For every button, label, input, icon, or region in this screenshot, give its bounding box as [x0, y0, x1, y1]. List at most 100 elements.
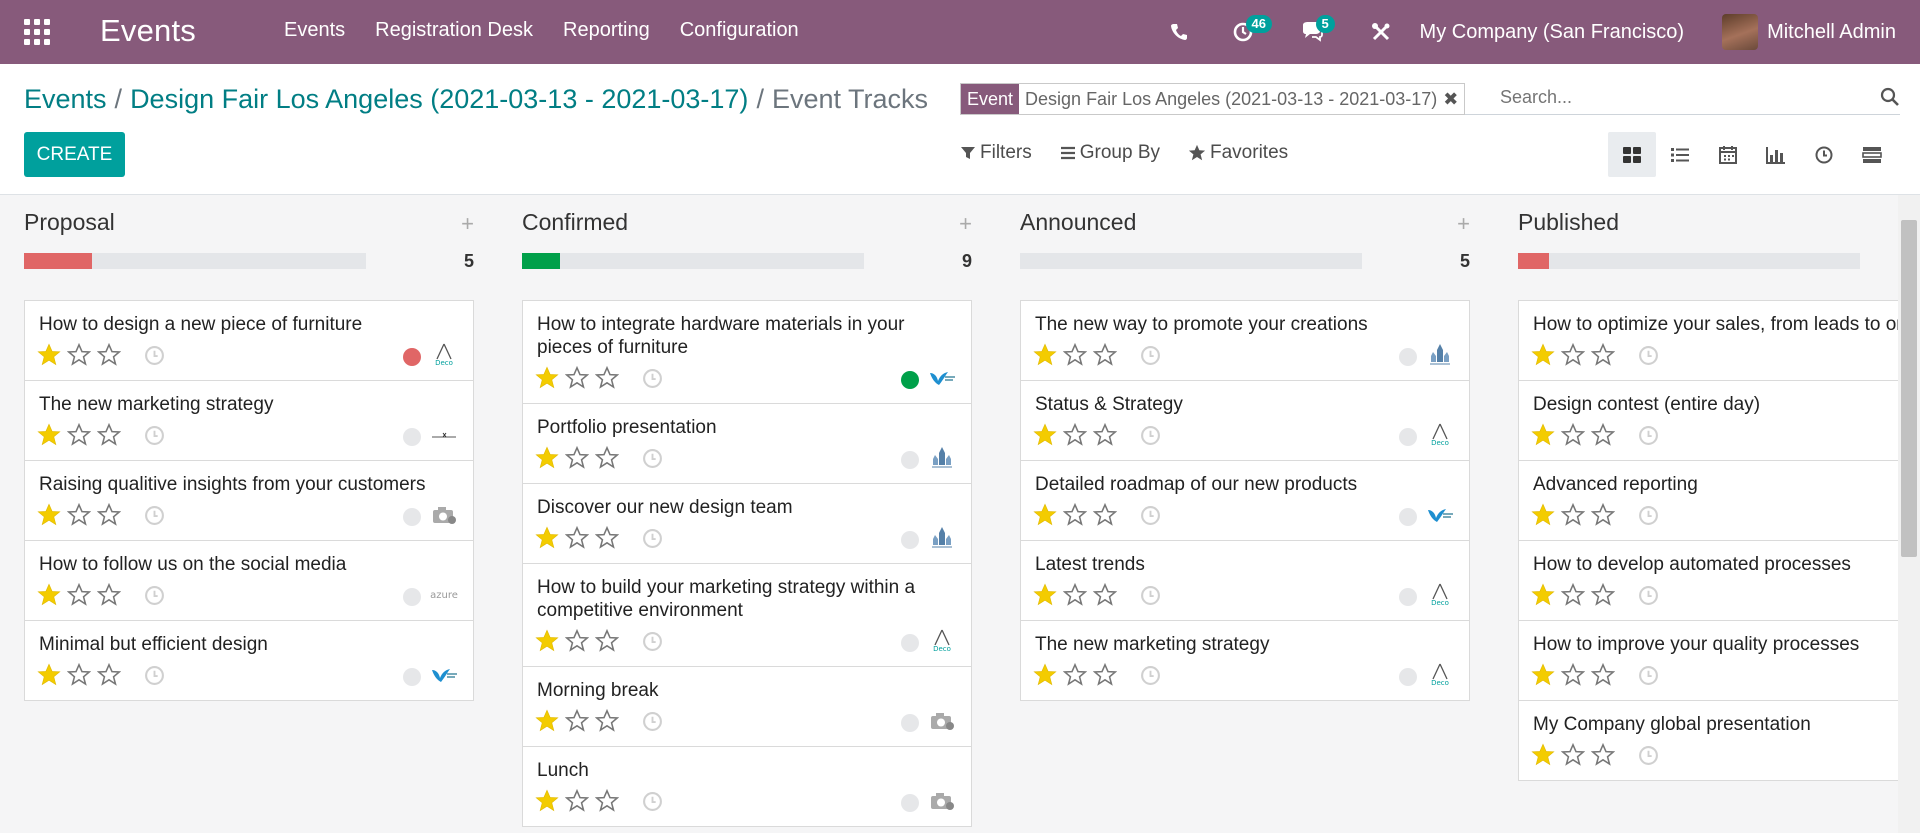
graph-view-icon[interactable] [1752, 132, 1800, 177]
kanban-state-dot[interactable] [403, 428, 421, 446]
apps-menu-icon[interactable] [24, 19, 50, 45]
priority-stars[interactable] [535, 708, 620, 738]
priority-stars[interactable] [535, 445, 620, 475]
kanban-state-dot[interactable] [901, 794, 919, 812]
track-card[interactable]: How to design a new piece of furniture De… [24, 300, 474, 381]
priority-star-filled-icon[interactable] [1531, 583, 1555, 612]
track-card[interactable]: Portfolio presentation [522, 404, 972, 484]
company-switcher[interactable]: My Company (San Francisco) [1419, 20, 1685, 43]
activity-clock-icon[interactable]: 46 [1228, 15, 1272, 43]
activity-clock-icon[interactable] [144, 585, 165, 611]
priority-stars[interactable] [1531, 422, 1616, 452]
priority-star-filled-icon[interactable] [37, 583, 61, 612]
kanban-state-dot[interactable] [1399, 428, 1417, 446]
track-card[interactable]: Design contest (entire day) [1518, 381, 1898, 461]
priority-stars[interactable] [1033, 582, 1118, 612]
activity-clock-icon[interactable] [144, 345, 165, 371]
priority-stars[interactable] [37, 342, 122, 372]
priority-star-icon[interactable] [1062, 342, 1088, 372]
track-card[interactable]: How to follow us on the social media azur… [24, 541, 474, 621]
column-title[interactable]: Confirmed [522, 209, 629, 235]
priority-stars[interactable] [535, 628, 620, 658]
activity-clock-icon[interactable] [1140, 425, 1161, 451]
track-card[interactable]: Morning break [522, 667, 972, 747]
gantt-view-icon[interactable] [1848, 132, 1896, 177]
kanban-state-dot[interactable] [1399, 508, 1417, 526]
track-card[interactable]: Minimal but efficient design [24, 621, 474, 701]
quick-create-plus-icon[interactable]: + [461, 211, 474, 236]
priority-star-filled-icon[interactable] [535, 709, 559, 738]
priority-star-icon[interactable] [1590, 582, 1616, 612]
priority-star-filled-icon[interactable] [37, 663, 61, 692]
priority-stars[interactable] [1033, 662, 1118, 692]
kanban-state-dot[interactable] [901, 714, 919, 732]
kanban-state-dot[interactable] [403, 668, 421, 686]
kanban-state-dot[interactable] [1399, 668, 1417, 686]
priority-star-icon[interactable] [564, 788, 590, 818]
track-card[interactable]: Advanced reporting [1518, 461, 1898, 541]
group-by-button[interactable]: Group By [1060, 142, 1160, 164]
priority-stars[interactable] [1531, 502, 1616, 532]
priority-star-icon[interactable] [1560, 582, 1586, 612]
track-card[interactable]: The new way to promote your creations [1020, 300, 1470, 381]
activity-clock-icon[interactable] [144, 665, 165, 691]
priority-star-filled-icon[interactable] [1033, 343, 1057, 372]
activity-clock-icon[interactable] [1638, 345, 1659, 371]
priority-star-icon[interactable] [1092, 502, 1118, 532]
create-button[interactable]: CREATE [24, 132, 125, 177]
phone-icon[interactable] [1164, 22, 1194, 42]
kanban-state-dot[interactable] [1399, 588, 1417, 606]
track-card[interactable]: My Company global presentation [1518, 701, 1898, 781]
priority-star-icon[interactable] [96, 502, 122, 532]
activity-clock-icon[interactable] [642, 368, 663, 394]
priority-stars[interactable] [37, 662, 122, 692]
priority-star-filled-icon[interactable] [535, 366, 559, 395]
kanban-state-dot[interactable] [1399, 348, 1417, 366]
priority-star-icon[interactable] [96, 422, 122, 452]
priority-star-icon[interactable] [1062, 662, 1088, 692]
priority-star-filled-icon[interactable] [1033, 583, 1057, 612]
menu-registration-desk[interactable]: Registration Desk [375, 19, 533, 41]
breadcrumb-events[interactable]: Events [24, 84, 107, 114]
track-card[interactable]: Raising qualitive insights from your cus… [24, 461, 474, 541]
track-card[interactable]: Discover our new design team [522, 484, 972, 564]
track-card[interactable]: Detailed roadmap of our new products [1020, 461, 1470, 541]
list-view-icon[interactable] [1656, 132, 1704, 177]
priority-star-filled-icon[interactable] [1033, 663, 1057, 692]
facet-remove-icon[interactable]: ✖ [1443, 88, 1459, 109]
priority-star-icon[interactable] [1590, 502, 1616, 532]
user-menu[interactable]: Mitchell Admin [1767, 20, 1896, 43]
column-title[interactable]: Proposal [24, 209, 115, 235]
priority-star-icon[interactable] [66, 422, 92, 452]
tools-icon[interactable] [1366, 21, 1396, 43]
activity-clock-icon[interactable] [1140, 665, 1161, 691]
priority-star-icon[interactable] [564, 628, 590, 658]
kanban-state-dot[interactable] [901, 451, 919, 469]
menu-configuration[interactable]: Configuration [679, 19, 799, 41]
priority-stars[interactable] [37, 422, 122, 452]
priority-stars[interactable] [37, 502, 122, 532]
column-progress-bar[interactable] [1020, 253, 1362, 269]
kanban-state-dot[interactable] [901, 531, 919, 549]
kanban-state-dot[interactable] [901, 371, 919, 389]
search-input[interactable] [1500, 87, 1860, 108]
priority-star-filled-icon[interactable] [37, 343, 61, 372]
priority-star-icon[interactable] [1062, 582, 1088, 612]
priority-star-filled-icon[interactable] [1531, 423, 1555, 452]
priority-stars[interactable] [535, 788, 620, 818]
priority-star-filled-icon[interactable] [1531, 343, 1555, 372]
track-card[interactable]: The new marketing strategy [24, 381, 474, 461]
priority-star-filled-icon[interactable] [1531, 663, 1555, 692]
scrollbar-thumb[interactable] [1901, 220, 1917, 557]
column-title[interactable]: Announced [1020, 209, 1137, 235]
priority-star-icon[interactable] [594, 365, 620, 395]
priority-star-icon[interactable] [96, 582, 122, 612]
priority-star-icon[interactable] [1092, 582, 1118, 612]
priority-star-icon[interactable] [1560, 502, 1586, 532]
activity-clock-icon[interactable] [144, 425, 165, 451]
priority-stars[interactable] [1531, 582, 1616, 612]
priority-star-icon[interactable] [594, 708, 620, 738]
filters-button[interactable]: Filters [960, 142, 1032, 164]
track-card[interactable]: How to integrate hardware materials in y… [522, 300, 972, 404]
menu-reporting[interactable]: Reporting [563, 19, 650, 41]
